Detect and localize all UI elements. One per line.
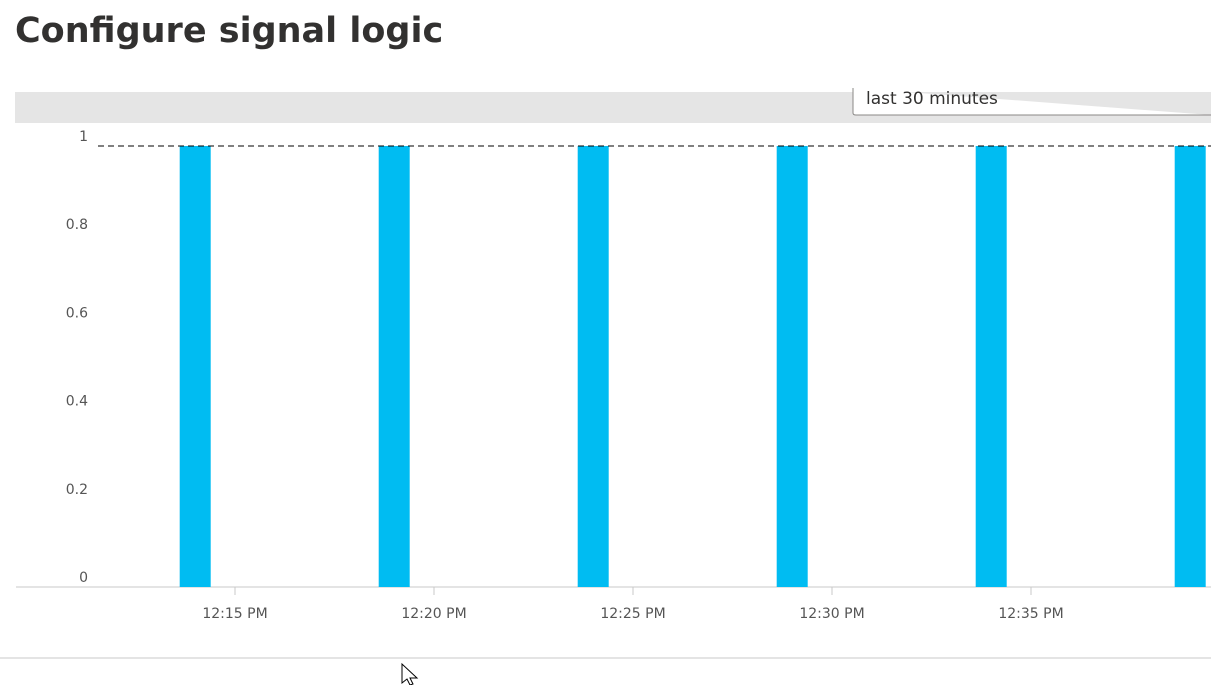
x-tick-label: 12:35 PM [998,606,1063,622]
x-tick-label: 12:20 PM [401,606,466,622]
time-range-text[interactable]: last 30 minutes [866,89,998,109]
x-tick-label: 12:30 PM [799,606,864,622]
y-tick-label: 0.6 [66,305,88,321]
y-tick-label: 1 [79,129,88,145]
page-title: Configure signal logic [15,11,443,51]
bar [577,146,609,587]
time-range-dropdown[interactable] [852,88,1211,116]
bar [378,146,410,587]
bar [776,146,808,587]
x-tick-label: 12:15 PM [202,606,267,622]
bar [179,146,211,587]
y-tick-label: 0 [79,570,88,586]
bar [975,146,1007,587]
bar [1174,146,1206,587]
y-tick-label: 0.4 [66,394,88,410]
x-tick-label: 12:25 PM [600,606,665,622]
y-tick-label: 0.2 [66,482,88,498]
mouse-cursor [401,662,419,686]
y-tick-label: 0.8 [66,217,88,233]
